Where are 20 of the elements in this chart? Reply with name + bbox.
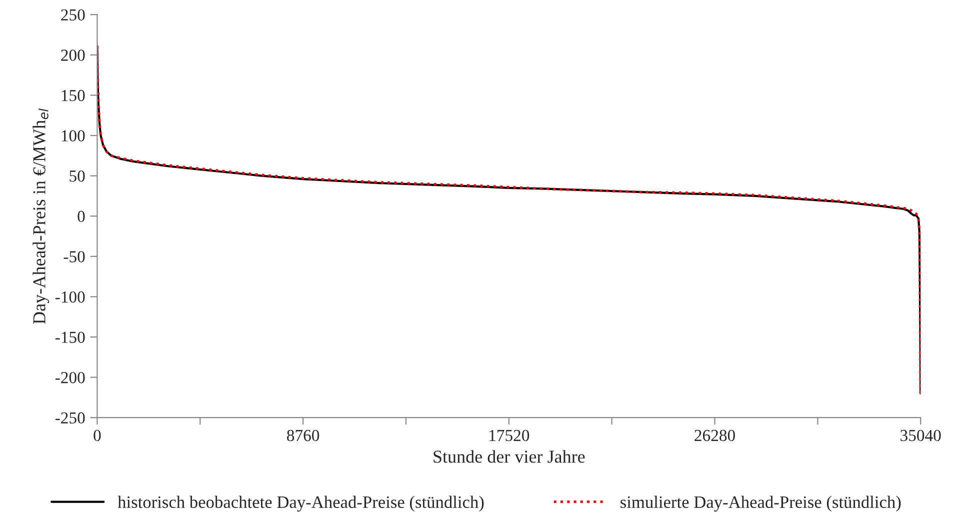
x-tick-label: 0 [94,430,101,442]
y-tick-label: -50 [64,251,85,262]
x-tick-label: 17520 [490,430,530,442]
y-axis-title: Day-Ahead-Preis in €/MWh$_{el}$ [32,108,50,324]
x-tick-label: 35040 [900,430,941,442]
y-tick-label: 250 [61,9,85,21]
x-tick-label: 26280 [694,430,735,442]
legend-label: simulierte Day-Ahead-Preise (stündlich) [620,496,901,512]
x-axis-title: Stunde der vier Jahre [434,450,585,463]
y-tick-label: -250 [55,412,85,424]
y-tick-label: 0 [78,210,85,222]
y-tick-label: -150 [55,332,85,343]
y-tick-label: 50 [70,170,85,182]
y-tick-label: -200 [55,372,85,384]
y-tick-label: 200 [61,50,85,61]
y-tick-label: 100 [62,130,85,142]
y-tick-label: -100 [55,291,85,303]
x-tick-label: 8760 [287,430,320,442]
y-tick-label: 150 [62,90,85,102]
legend-label: historisch beobachtete Day-Ahead-Preise (stündlich) [118,496,484,512]
